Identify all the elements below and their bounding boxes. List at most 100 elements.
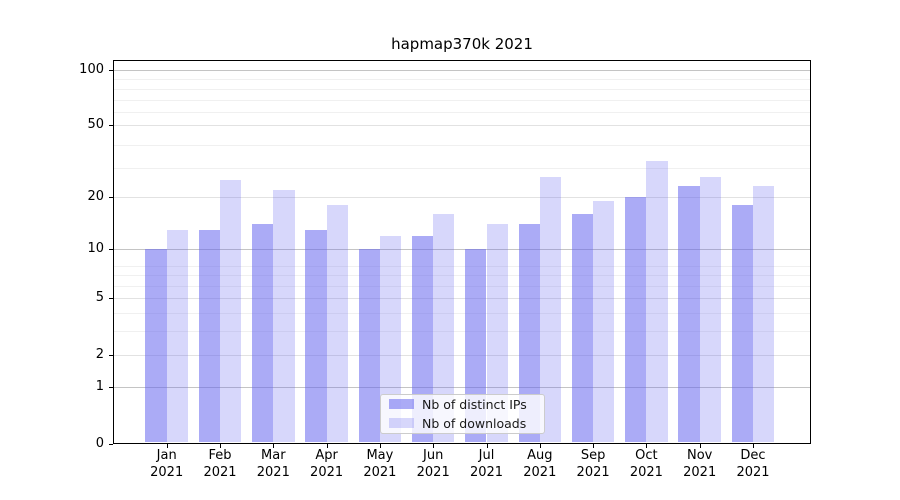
x-tick-label: Feb 2021 bbox=[192, 448, 248, 481]
minor-gridline bbox=[114, 99, 810, 101]
x-tick-year: 2021 bbox=[629, 464, 663, 480]
x-tick-label: Aug 2021 bbox=[512, 448, 568, 481]
x-tick-month: Oct bbox=[635, 448, 658, 463]
x-tick-month: Apr bbox=[315, 448, 338, 463]
x-tick-month: May bbox=[366, 448, 394, 463]
bar-distinct-ips bbox=[411, 235, 434, 443]
x-tick-year: 2021 bbox=[683, 464, 717, 480]
x-tick-mark bbox=[486, 444, 488, 448]
x-tick-month: Sep bbox=[580, 448, 606, 463]
bar-distinct-ips bbox=[518, 224, 540, 443]
x-tick-mark bbox=[593, 444, 595, 448]
bar-downloads bbox=[379, 235, 402, 443]
y-tick-label: 1 bbox=[95, 379, 104, 395]
y-tick-label: 2 bbox=[95, 346, 104, 362]
y-tick-mark bbox=[109, 387, 113, 389]
bar-downloads bbox=[646, 160, 668, 443]
gridline-100 bbox=[114, 70, 810, 71]
x-tick-label: May 2021 bbox=[352, 448, 408, 481]
x-tick-label: Sep 2021 bbox=[565, 448, 621, 481]
y-tick-mark bbox=[109, 354, 113, 356]
y-tick-label: 5 bbox=[95, 290, 104, 306]
x-tick-label: Jul 2021 bbox=[459, 448, 515, 481]
minor-gridline bbox=[114, 112, 810, 114]
bar-downloads bbox=[539, 176, 562, 443]
x-tick-month: Feb bbox=[208, 448, 232, 463]
minor-gridline bbox=[114, 144, 810, 146]
x-tick-mark bbox=[273, 444, 275, 448]
minor-gridline bbox=[114, 313, 810, 315]
x-tick-mark bbox=[699, 444, 701, 448]
bar-distinct-ips bbox=[145, 249, 167, 443]
legend-label-distinct-ips: Nb of distinct IPs bbox=[422, 396, 527, 412]
gridline-50 bbox=[114, 125, 810, 127]
x-tick-year: 2021 bbox=[416, 464, 450, 480]
y-tick-mark bbox=[109, 298, 113, 300]
y-tick-mark bbox=[109, 443, 113, 445]
bar-downloads bbox=[753, 186, 775, 443]
x-tick-year: 2021 bbox=[256, 464, 290, 480]
bar-distinct-ips bbox=[571, 214, 594, 443]
y-tick-label: 20 bbox=[87, 189, 104, 205]
y-tick-mark bbox=[109, 249, 113, 251]
legend-label-downloads: Nb of downloads bbox=[422, 415, 527, 431]
x-tick-year: 2021 bbox=[469, 464, 504, 480]
x-tick-month: Jul bbox=[478, 448, 495, 463]
x-tick-mark bbox=[326, 444, 328, 448]
x-tick-label: Nov 2021 bbox=[672, 448, 728, 481]
y-tick-label: 50 bbox=[87, 117, 104, 133]
bar-downloads bbox=[593, 201, 615, 443]
x-tick-label: Oct 2021 bbox=[618, 448, 674, 481]
x-tick-year: 2021 bbox=[363, 464, 397, 480]
x-tick-mark bbox=[539, 444, 541, 448]
minor-gridline bbox=[114, 79, 810, 81]
bar-downloads bbox=[486, 224, 508, 443]
gridline-2 bbox=[114, 354, 810, 356]
x-tick-mark bbox=[646, 444, 648, 448]
x-tick-month: Aug bbox=[527, 448, 553, 463]
gridline-10 bbox=[114, 249, 810, 251]
plot-area: Nb of distinct IPs Nb of downloads bbox=[113, 59, 811, 444]
bar-downloads bbox=[433, 214, 455, 443]
x-tick-year: 2021 bbox=[576, 464, 610, 480]
bar-distinct-ips bbox=[358, 249, 380, 443]
bar-distinct-ips bbox=[678, 186, 700, 443]
x-tick-year: 2021 bbox=[203, 464, 237, 480]
gridline-20 bbox=[114, 197, 810, 199]
legend-swatch-distinct-ips bbox=[389, 399, 414, 409]
legend-swatch-downloads bbox=[389, 418, 414, 428]
x-tick-mark bbox=[166, 444, 168, 448]
y-tick-label: 0 bbox=[95, 435, 104, 451]
x-tick-month: Mar bbox=[261, 448, 286, 463]
minor-gridline bbox=[114, 286, 810, 288]
chart-title: hapmap370k 2021 bbox=[391, 35, 533, 53]
x-tick-year: 2021 bbox=[310, 464, 344, 480]
x-tick-mark bbox=[379, 444, 381, 448]
bar-distinct-ips bbox=[625, 197, 647, 443]
y-tick-label: 100 bbox=[79, 62, 104, 77]
minor-gridline bbox=[114, 265, 810, 267]
bar-distinct-ips bbox=[198, 229, 220, 443]
bar-distinct-ips bbox=[305, 229, 327, 443]
bar-downloads bbox=[699, 176, 721, 443]
bar-downloads bbox=[326, 205, 348, 443]
minor-gridline bbox=[114, 88, 810, 90]
x-tick-label: Dec 2021 bbox=[725, 448, 781, 481]
y-tick-mark bbox=[109, 70, 113, 71]
bar-distinct-ips bbox=[731, 205, 753, 443]
gridline-1 bbox=[114, 387, 810, 389]
y-tick-mark bbox=[109, 197, 113, 199]
x-tick-year: 2021 bbox=[150, 464, 184, 480]
y-tick-mark bbox=[109, 125, 113, 127]
minor-gridline bbox=[114, 275, 810, 277]
x-tick-month: Jun bbox=[423, 448, 444, 463]
x-tick-label: Apr 2021 bbox=[299, 448, 355, 481]
legend-item-distinct-ips: Nb of distinct IPs bbox=[389, 397, 544, 412]
x-tick-label: Jun 2021 bbox=[405, 448, 461, 481]
bar-downloads bbox=[273, 189, 295, 443]
x-tick-month: Jan bbox=[156, 448, 177, 463]
x-tick-label: Mar 2021 bbox=[245, 448, 301, 481]
bar-downloads bbox=[220, 179, 242, 443]
x-tick-month: Dec bbox=[740, 448, 766, 463]
